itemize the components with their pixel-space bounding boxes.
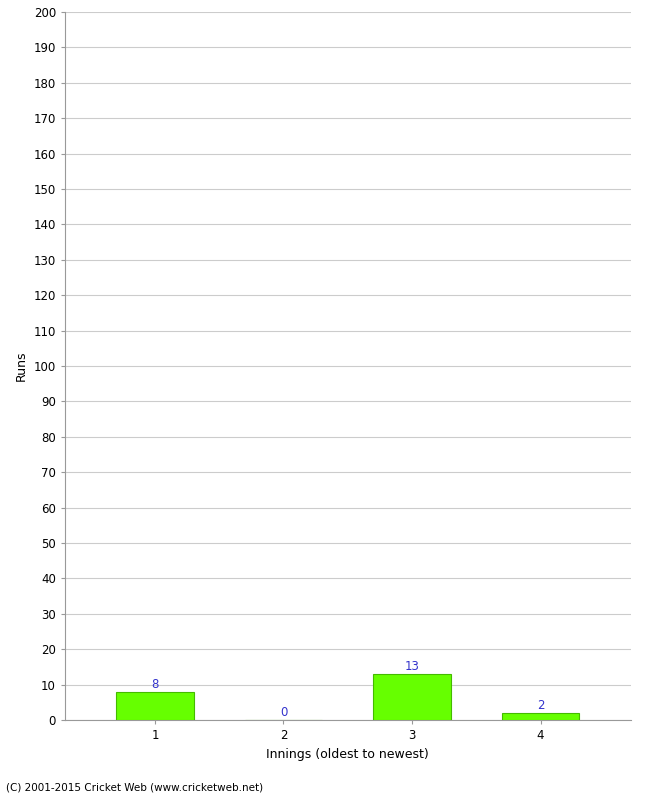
Text: 8: 8 (151, 678, 159, 690)
Text: 13: 13 (404, 660, 419, 673)
Text: 2: 2 (537, 699, 544, 712)
Bar (502, 713, 579, 720)
Text: 0: 0 (280, 706, 287, 719)
X-axis label: Innings (oldest to newest): Innings (oldest to newest) (266, 747, 429, 761)
Bar (116, 692, 194, 720)
Y-axis label: Runs: Runs (15, 350, 28, 382)
Bar (374, 674, 450, 720)
Text: (C) 2001-2015 Cricket Web (www.cricketweb.net): (C) 2001-2015 Cricket Web (www.cricketwe… (6, 782, 264, 792)
